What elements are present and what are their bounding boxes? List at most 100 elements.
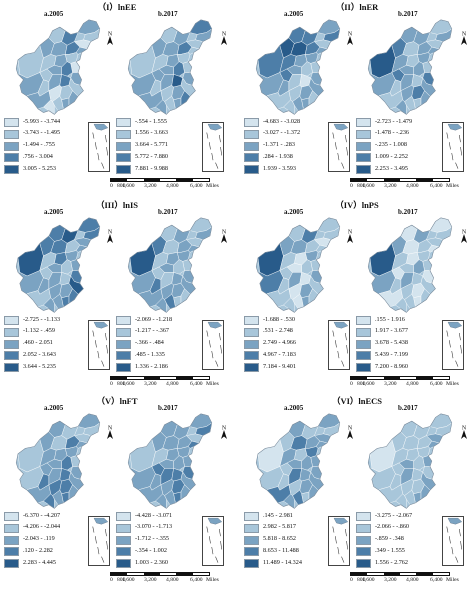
legend-item: -1.217 - -.367 [116,327,216,339]
legend-swatch [356,141,371,151]
south-china-sea-inset [88,320,110,370]
legend-label: -1.478 - -.236 [375,129,410,137]
scale-bar-segments [110,376,210,380]
legend-swatch [244,316,259,325]
legend-item: 1.336 - 2.186 [116,362,216,374]
legend-item: -2.723 - -1.479 [356,117,456,129]
scale-label: 4,800 [406,381,419,387]
legend-item: .349 - 1.555 [356,546,456,558]
scale-label: 1,600 [122,577,135,583]
scale-bar-segments [350,376,450,380]
map-legend: -4.428 - -3.071 -3.070 - -1.713 -1.712 - -… [116,511,216,570]
legend-label: 1.556 - 2.762 [375,558,408,566]
province-region [187,440,200,449]
legend-item: -3.070 - -1.713 [116,523,216,535]
legend-swatch [116,559,131,569]
map-panel: （IV）lnPS a.2005 b.2017 N N -1.688 - .530 .531 … [240,198,474,394]
south-china-sea-inset [202,320,224,370]
scale-label: Miles [206,381,219,387]
map-legend: -.554 - 1.555 1.556 - 3.663 3.664 - 5.771 5… [116,117,216,176]
south-china-sea-inset [88,516,110,566]
map-title-a: a.2005 [44,208,64,216]
scale-label: Miles [446,183,459,189]
legend-item: 5.439 - 7.199 [356,350,456,362]
scale-label: 4,800 [166,183,179,189]
map-legend: -5.993 - -3.744 -3.743 - -1.495 -1.494 - .… [4,117,104,176]
legend-swatch [356,351,371,361]
scale-label: 0 [350,183,353,189]
legend-item: 1.556 - 3.663 [116,129,216,141]
scale-bar: 0 800 1,600 3,200 4,800 6,400 Miles [350,572,459,588]
scale-label: 3,200 [384,183,397,189]
north-arrow-icon: N [218,424,230,440]
legend-swatch [4,165,19,175]
legend-item: .120 - 2.282 [4,546,104,558]
legend-label: .531 - 2.748 [263,327,293,335]
scale-label: Miles [446,381,459,387]
legend-label: 7.200 - 8.960 [375,362,408,370]
map-title-a: a.2005 [44,10,64,18]
scale-bar: 0 800 1,600 3,200 4,800 6,400 Miles [350,376,459,392]
map-panel: （VI）lnECS a.2005 b.2017 N N .145 - 2.981 2.982… [240,394,474,590]
map-legend: -3.275 - -2.067 -2.066 - -.860 -.859 - .34… [356,511,456,570]
legend-item: .284 - 1.938 [244,152,344,164]
legend-item: 1.003 - 2.360 [116,558,216,570]
legend-label: -4.683 - -3.028 [263,117,301,125]
legend-swatch [244,165,259,175]
north-arrow-icon: N [218,228,230,244]
legend-item: -1.712 - -.355 [116,535,216,547]
legend-swatch [4,316,19,325]
legend-item: -2.069 - -1.218 [116,315,216,327]
svg-text:N: N [108,426,113,432]
scale-bar: 0 800 1,600 3,200 4,800 6,400 Miles [110,376,219,392]
map-title-a: a.2005 [284,10,304,18]
legend-item: -2.043 - .119 [4,535,104,547]
legend-item: 3.678 - 5.438 [356,339,456,351]
legend-label: -2.069 - -1.218 [135,315,173,323]
north-arrow-icon: N [458,424,470,440]
legend-swatch [116,153,131,163]
china-choropleth-map [242,412,354,512]
legend-item: -1.688 - .530 [244,315,344,327]
legend-swatch [244,351,259,361]
legend-item: 1.556 - 2.762 [356,558,456,570]
scale-label: 6,400 [430,381,443,387]
china-choropleth-map [114,18,226,118]
legend-item: -5.993 - -3.744 [4,117,104,129]
legend-item: -.366 - .484 [116,339,216,351]
scale-bar: 0 800 1,600 3,200 4,800 6,400 Miles [350,178,459,194]
panel-title: （V）lnFT [96,396,138,406]
panel-title: （IV）lnPS [335,200,379,210]
scale-bar: 0 800 1,600 3,200 4,800 6,400 Miles [110,572,219,588]
legend-swatch [4,535,19,545]
scale-label: 4,800 [166,577,179,583]
legend-item: .155 - 1.916 [356,315,456,327]
legend-label: -.554 - 1.555 [135,117,167,125]
svg-text:N: N [108,32,113,38]
svg-text:N: N [462,426,467,432]
legend-label: -.366 - .484 [135,339,164,347]
north-arrow-icon: N [104,424,116,440]
north-arrow-icon: N [344,30,356,46]
legend-label: -1.494 - .755 [23,141,55,149]
map-legend: -6.370 - -4.207 -4.206 - -2.044 -2.043 - .… [4,511,104,570]
scale-label: 6,400 [190,183,203,189]
scale-label: 0 [350,577,353,583]
legend-item: .145 - 2.981 [244,511,344,523]
map-panel: （II）lnER a.2005 b.2017 N N -4.683 - -3.028 -3.… [240,0,474,196]
south-china-sea-inset [328,320,350,370]
legend-label: -4.206 - -2.044 [23,523,61,531]
map-title-b: b.2017 [398,10,418,18]
legend-item: -.554 - 1.555 [116,117,216,129]
legend-label: 2.982 - 5.817 [263,523,296,531]
legend-swatch [116,547,131,557]
legend-swatch [4,523,19,533]
legend-item: -1.132 - .459 [4,327,104,339]
scale-bar-segments [350,572,450,576]
map-legend: -2.723 - -1.479 -1.478 - -.236 -.235 - 1.0… [356,117,456,176]
legend-item: -2.066 - -.860 [356,523,456,535]
legend-item: -1.494 - .755 [4,141,104,153]
legend-item: .756 - 3.004 [4,152,104,164]
legend-item: 7.184 - 9.401 [244,362,344,374]
